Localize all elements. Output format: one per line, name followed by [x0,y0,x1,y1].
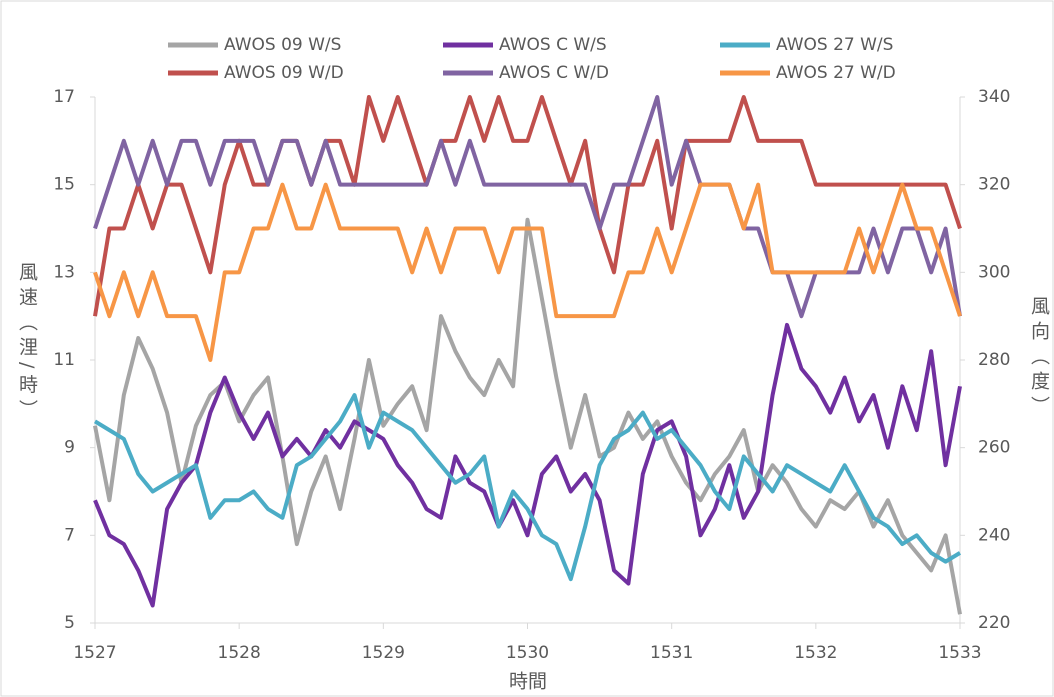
x-tick-label: 1530 [506,643,549,663]
y-tick-label: 13 [53,262,75,282]
legend-label: AWOS 27 W/D [776,63,896,83]
series-line [93,322,962,608]
x-tick-label: 1527 [73,643,116,663]
x-tick-label: 1533 [938,643,981,663]
x-tick-label: 1528 [218,643,261,663]
series-line [93,182,962,362]
y2-tick-label: 280 [978,350,1010,370]
y-tick-label: 9 [64,438,75,458]
y2-tick-label: 320 [978,175,1010,195]
legend-label: AWOS 09 W/D [224,63,344,83]
x-tick-label: 1529 [362,643,405,663]
series-line [93,217,962,615]
x-tick-label: 1532 [794,643,837,663]
y-tick-label: 7 [64,525,75,545]
legend-label: AWOS C W/D [499,63,609,83]
y2-tick-label: 220 [978,613,1010,633]
y2-tick-label: 260 [978,438,1010,458]
y-tick-label: 11 [53,350,75,370]
y2-axis-label: 風向（度） [1028,296,1050,421]
x-axis-label: 時間 [509,671,547,693]
legend-label: AWOS C W/S [499,35,607,55]
legend-label: AWOS 27 W/S [776,35,893,55]
series-line [93,393,962,582]
y2-tick-label: 340 [978,87,1010,107]
y-tick-label: 17 [53,87,75,107]
y2-tick-label: 240 [978,525,1010,545]
y-tick-label: 15 [53,175,75,195]
y-axis-label: 風速（浬/時） [16,262,38,425]
y-tick-label: 5 [64,613,75,633]
legend-label: AWOS 09 W/S [224,35,341,55]
y2-tick-label: 300 [978,262,1010,282]
x-tick-label: 1531 [650,643,693,663]
